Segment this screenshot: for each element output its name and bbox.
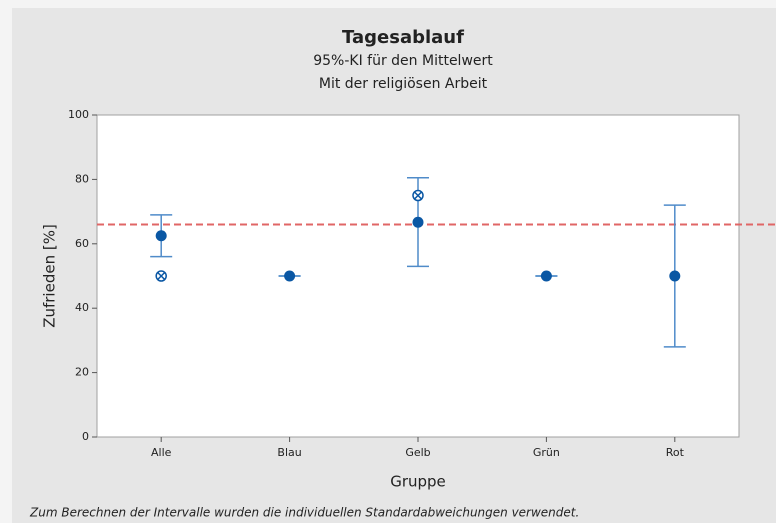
plot-area [96,114,740,438]
chart-subtitle: 95%-KI für den Mittelwert [313,53,493,69]
y-tick-label: 0 [82,430,89,443]
footnote: Zum Berechnen der Intervalle wurden die … [29,506,579,520]
y-tick-label: 60 [75,237,89,250]
mean-marker [412,216,424,228]
x-axis-label: Gruppe [390,473,446,491]
x-tick-label: Blau [277,446,301,459]
x-tick-label: Rot [666,446,685,459]
y-axis-label: Zufrieden [%] [41,224,59,328]
x-tick-label: Alle [151,446,172,459]
chart-subtitle: Mit der religiösen Arbeit [319,76,488,92]
median-marker [155,270,167,282]
y-tick-label: 100 [68,108,89,121]
mean-marker [669,270,681,282]
mean-marker [284,270,296,282]
x-tick-label: Gelb [405,446,430,459]
y-tick-label: 80 [75,172,89,185]
y-tick-label: 40 [75,301,89,314]
chart-title: Tagesablauf [342,27,464,48]
y-tick-label: 20 [75,366,89,379]
mean-marker [155,230,167,242]
mean-marker [540,270,552,282]
median-marker [412,189,424,202]
x-tick-label: Grün [533,446,560,459]
